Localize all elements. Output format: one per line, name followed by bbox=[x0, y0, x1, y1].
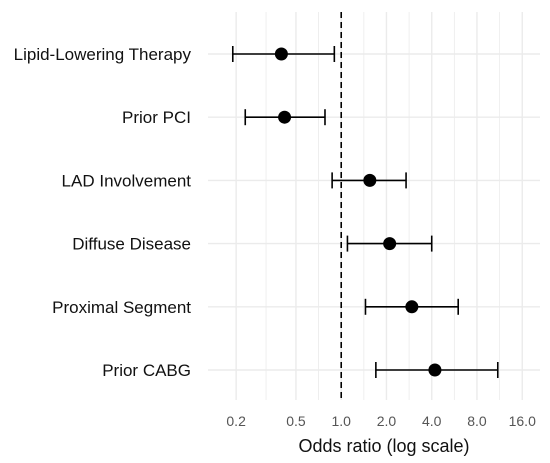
odds-ratio-point bbox=[428, 363, 442, 377]
forest-row bbox=[331, 172, 407, 189]
odds-ratio-point bbox=[383, 237, 397, 251]
forest-row bbox=[244, 109, 326, 126]
forest-row bbox=[364, 298, 460, 315]
data-marks bbox=[231, 46, 499, 378]
row-label: Proximal Segment bbox=[52, 298, 191, 317]
x-tick-label: 0.5 bbox=[286, 413, 306, 429]
x-tick-label: 16.0 bbox=[509, 413, 536, 429]
odds-ratio-point bbox=[274, 47, 288, 61]
x-tick-label: 2.0 bbox=[377, 413, 397, 429]
row-label: Prior PCI bbox=[122, 108, 191, 127]
row-label: Diffuse Disease bbox=[72, 235, 191, 254]
row-label: LAD Involvement bbox=[62, 171, 192, 190]
x-tick-label: 8.0 bbox=[467, 413, 487, 429]
forest-row bbox=[375, 362, 499, 378]
forest-row bbox=[346, 235, 433, 252]
x-tick-label: 0.2 bbox=[226, 413, 246, 429]
grid-lines bbox=[208, 12, 540, 400]
x-tick-label: 1.0 bbox=[331, 413, 351, 429]
row-labels: Lipid-Lowering Therapy Prior PCI LAD Invol… bbox=[14, 45, 192, 380]
row-label: Prior CABG bbox=[102, 361, 191, 380]
odds-ratio-point bbox=[363, 173, 377, 187]
x-tick-labels: 0.2 0.5 1.0 2.0 4.0 8.0 16.0 bbox=[226, 413, 536, 429]
odds-ratio-point bbox=[278, 110, 292, 124]
row-label: Lipid-Lowering Therapy bbox=[14, 45, 192, 64]
x-tick-label: 4.0 bbox=[422, 413, 442, 429]
x-axis-title: Odds ratio (log scale) bbox=[298, 436, 469, 456]
odds-ratio-point bbox=[405, 300, 419, 314]
forest-row bbox=[231, 46, 336, 62]
